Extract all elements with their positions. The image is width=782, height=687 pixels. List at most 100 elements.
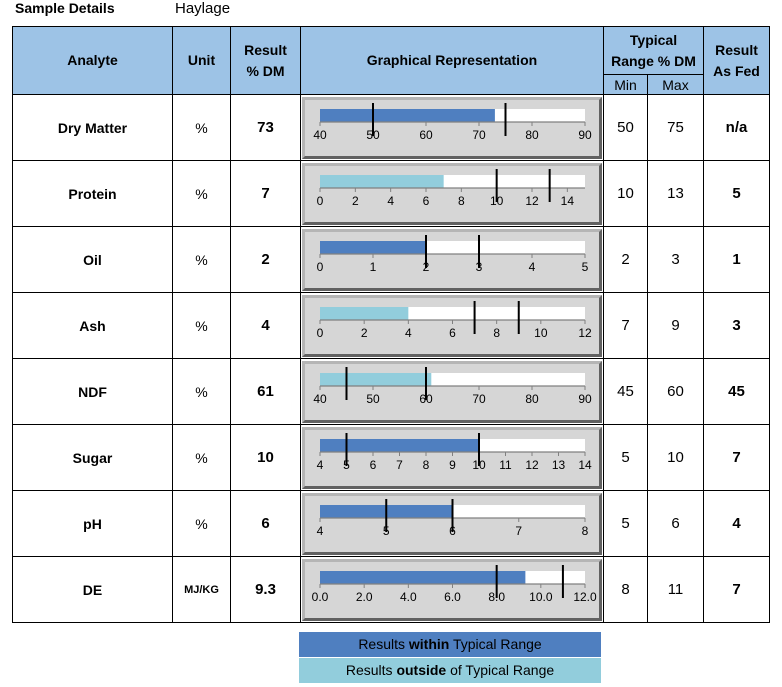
tick-label: 0 (317, 326, 324, 340)
result-asfed-cell: 7 (703, 424, 770, 491)
range-chart: 0 2 4 6 8 10 12 (302, 294, 602, 357)
result-dm-cell: 61 (230, 358, 301, 425)
graph-cell: 405060708090 (300, 94, 604, 161)
result-asfed-cell: 7 (703, 556, 770, 623)
legend-within: Results within Typical Range (299, 632, 601, 657)
range-min-cell: 8 (603, 556, 648, 623)
tick-label: 4 (317, 458, 324, 472)
graph-cell: 405060708090 (300, 358, 604, 425)
unit-cell: % (172, 424, 231, 491)
col-header-range-line2: Range % DM (611, 52, 696, 69)
result-asfed-cell: 5 (703, 160, 770, 227)
result-asfed-cell: 4 (703, 490, 770, 557)
col-header-min: Min (603, 74, 648, 95)
value-bar (320, 174, 444, 188)
range-chart-svg: 4567891011121314 (317, 432, 592, 472)
tick-label: 12 (578, 326, 592, 340)
tick-label: 2 (361, 326, 368, 340)
table-row: Dry Matter%734050607080905075n/a (12, 94, 770, 161)
value-bar (320, 570, 526, 584)
unit-cell: MJ/KG (172, 556, 231, 623)
sample-type-value: Haylage (175, 0, 231, 17)
range-max-cell: 13 (647, 160, 704, 227)
range-max-cell: 60 (647, 358, 704, 425)
result-asfed-cell: 1 (703, 226, 770, 293)
range-chart-svg: 45678 (317, 498, 589, 538)
range-max-cell: 6 (647, 490, 704, 557)
tick-label: 2.0 (356, 590, 373, 604)
analyte-cell: pH (12, 490, 173, 557)
result-asfed-cell: 3 (703, 292, 770, 359)
value-bar (320, 306, 409, 320)
range-chart: 405060708090 (302, 96, 602, 159)
tick-label: 90 (578, 392, 592, 406)
unit-cell: % (172, 94, 231, 161)
tick-label: 11 (499, 458, 512, 472)
range-chart: 012345 (302, 228, 602, 291)
tick-label: 0 (317, 194, 324, 208)
col-header-result-line1: Result (244, 41, 287, 58)
tick-label: 8 (493, 326, 500, 340)
analyte-cell: Protein (12, 160, 173, 227)
tick-label: 4 (529, 260, 536, 274)
tick-label: 8 (582, 524, 589, 538)
col-header-max: Max (647, 74, 704, 95)
tick-label: 70 (472, 128, 486, 142)
tick-label: 14 (561, 194, 575, 208)
col-header-result-line2: % DM (246, 62, 285, 79)
col-header-graph: Graphical Representation (300, 26, 604, 95)
tick-label: 8 (458, 194, 465, 208)
range-min-cell: 5 (603, 424, 648, 491)
tick-label: 10 (534, 326, 548, 340)
value-bar (320, 240, 426, 254)
range-max-cell: 11 (647, 556, 704, 623)
tick-label: 6 (423, 194, 430, 208)
tick-label: 6 (449, 326, 456, 340)
tick-label: 10.0 (529, 590, 553, 604)
range-max-cell: 75 (647, 94, 704, 161)
range-chart: 45678 (302, 492, 602, 555)
tick-label: 12.0 (573, 590, 597, 604)
analyte-cell: Dry Matter (12, 94, 173, 161)
range-max-cell: 9 (647, 292, 704, 359)
tick-label: 50 (366, 392, 380, 406)
tick-label: 12 (525, 458, 539, 472)
unit-cell: % (172, 490, 231, 557)
unit-cell: % (172, 292, 231, 359)
result-dm-cell: 4 (230, 292, 301, 359)
legend-outside: Results outside of Typical Range (299, 658, 601, 683)
result-dm-cell: 7 (230, 160, 301, 227)
tick-label: 40 (313, 128, 327, 142)
graph-cell: 0 2 4 6 8 10 12 (300, 292, 604, 359)
col-header-unit: Unit (172, 26, 231, 95)
range-chart: 4567891011121314 (302, 426, 602, 489)
tick-label: 6.0 (444, 590, 461, 604)
result-dm-cell: 9.3 (230, 556, 301, 623)
value-bar (320, 438, 479, 452)
unit-cell: % (172, 160, 231, 227)
range-chart: 405060708090 (302, 360, 602, 423)
table-row: Ash% 4 0 2 4 6 8 10 12 7 9 3 (12, 292, 770, 359)
range-chart-svg: 02468101214 (317, 168, 585, 208)
tick-label: 0 (317, 260, 324, 274)
tick-label: 7 (396, 458, 403, 472)
tick-label: 13 (552, 458, 566, 472)
value-bar (320, 372, 432, 386)
result-dm-cell: 6 (230, 490, 301, 557)
graph-cell: 0.02.04.06.08.010.012.0 (300, 556, 604, 623)
table-row: NDF%61405060708090456045 (12, 358, 770, 425)
sample-details-label: Sample Details (15, 0, 115, 16)
tick-label: 6 (370, 458, 377, 472)
result-dm-cell: 10 (230, 424, 301, 491)
legend-within-bold: within (408, 636, 450, 652)
legend-within-pre: Results (358, 636, 409, 652)
result-asfed-cell: n/a (703, 94, 770, 161)
col-header-asfed: Result As Fed (703, 26, 770, 95)
tick-label: 4 (405, 326, 412, 340)
tick-label: 60 (419, 128, 433, 142)
tick-label: 2 (352, 194, 359, 208)
range-chart: 0.02.04.06.08.010.012.0 (302, 558, 602, 621)
tick-label: 4 (387, 194, 394, 208)
tick-label: 80 (525, 128, 539, 142)
range-chart-svg: 0.02.04.06.08.010.012.0 (312, 564, 597, 604)
